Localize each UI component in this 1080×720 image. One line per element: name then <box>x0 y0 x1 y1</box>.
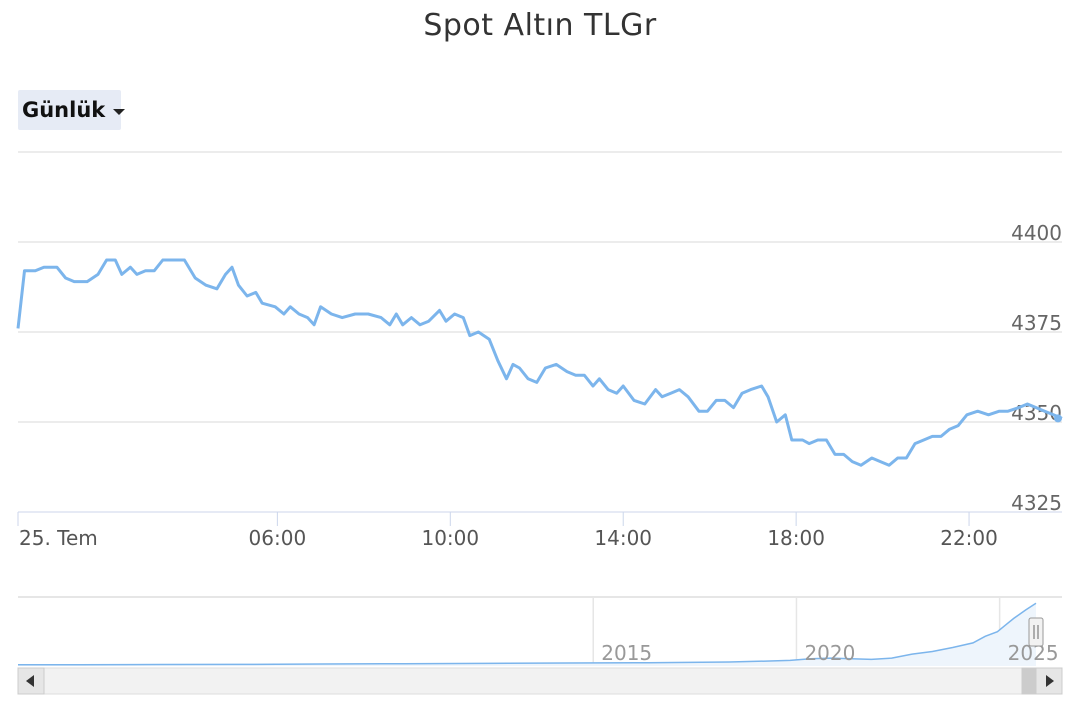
x-tick-label: 25. Tem <box>19 526 98 550</box>
navigator-handle[interactable] <box>1028 617 1044 647</box>
grid-lines <box>18 151 1062 423</box>
y-tick-label: 4325 <box>1011 491 1062 515</box>
x-tick-label: 14:00 <box>594 526 652 550</box>
range-selector-dropdown[interactable]: Günlük <box>18 90 126 130</box>
arrow-right-icon <box>1046 675 1054 687</box>
x-tick-label: 22:00 <box>940 526 998 550</box>
x-tick-label: 06:00 <box>249 526 307 550</box>
x-tick-label: 10:00 <box>421 526 479 550</box>
arrow-left-icon <box>26 675 34 687</box>
y-tick-label: 4400 <box>1011 221 1062 245</box>
y-axis-labels: 4325 4350 4375 4400 <box>1011 221 1062 515</box>
y-tick-label: 4375 <box>1011 311 1062 335</box>
navigator-series-line <box>18 602 1037 666</box>
navigator-area <box>18 603 1036 666</box>
navigator-labels: 2015 2020 2025 <box>601 641 1058 665</box>
y-tick-label: 4350 <box>1011 401 1062 425</box>
navigator-year-label: 2020 <box>804 641 855 665</box>
x-tick-label: 18:00 <box>767 526 825 550</box>
scrollbar-track[interactable] <box>17 667 1063 695</box>
chart-title: Spot Altın TLGr <box>423 8 657 43</box>
scrollbar-thumb[interactable] <box>1021 667 1037 695</box>
last-point-marker[interactable] <box>1054 414 1062 423</box>
range-selector-label: Günlük <box>22 98 106 122</box>
x-axis-ticks: 25. Tem 06:00 10:00 14:00 18:00 22:00 <box>17 512 998 550</box>
caret-down-icon <box>113 108 126 115</box>
navigator-year-label: 2015 <box>601 641 652 665</box>
price-series-line[interactable] <box>16 258 1063 467</box>
